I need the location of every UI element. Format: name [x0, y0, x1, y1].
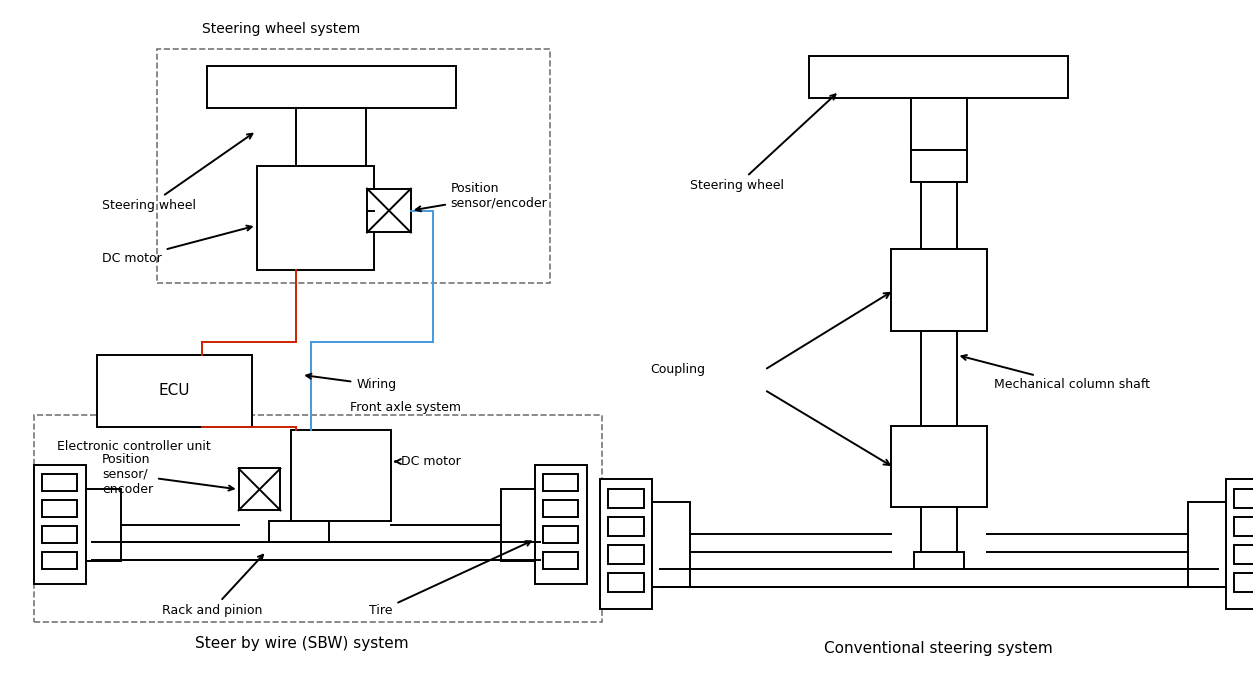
Bar — [256, 166, 374, 270]
Bar — [367, 189, 411, 233]
Bar — [1226, 480, 1256, 609]
Bar — [43, 500, 77, 517]
Text: Electronic controller unit: Electronic controller unit — [58, 440, 211, 453]
Text: Tire: Tire — [369, 541, 531, 617]
Bar — [914, 552, 963, 570]
Bar — [1188, 502, 1226, 587]
Bar — [608, 489, 644, 508]
Text: Rack and pinion: Rack and pinion — [162, 555, 263, 617]
Text: Position
sensor/
encoder: Position sensor/ encoder — [102, 453, 234, 496]
Text: Coupling: Coupling — [649, 363, 705, 376]
Text: Steering wheel system: Steering wheel system — [202, 22, 360, 36]
Bar — [207, 66, 456, 108]
Bar — [891, 249, 986, 331]
Bar — [608, 545, 644, 564]
Bar — [921, 507, 957, 552]
Text: Steering wheel: Steering wheel — [102, 133, 252, 212]
Text: Steer by wire (SBW) system: Steer by wire (SBW) system — [195, 636, 408, 652]
Text: Position
sensor/encoder: Position sensor/encoder — [416, 182, 548, 211]
Bar — [921, 182, 957, 249]
Bar — [544, 500, 578, 517]
Bar — [43, 552, 77, 569]
Bar — [921, 331, 957, 426]
Bar — [1233, 573, 1256, 592]
Bar — [34, 464, 87, 584]
Text: DC motor: DC motor — [102, 226, 251, 265]
Bar — [600, 480, 652, 609]
Text: Steering wheel: Steering wheel — [690, 94, 835, 192]
Text: Front axle system: Front axle system — [349, 401, 461, 414]
Bar — [34, 415, 602, 622]
Bar — [911, 98, 967, 150]
Bar — [608, 573, 644, 592]
Text: ECU: ECU — [158, 383, 190, 398]
Bar — [809, 56, 1068, 98]
Bar — [43, 526, 77, 544]
Bar — [544, 475, 578, 491]
Bar — [296, 108, 365, 166]
Bar — [239, 469, 280, 510]
Bar — [43, 475, 77, 491]
Bar — [544, 552, 578, 569]
Bar — [87, 489, 121, 561]
Bar — [659, 569, 1217, 587]
Text: Conventional steering system: Conventional steering system — [824, 641, 1053, 656]
Bar — [1233, 517, 1256, 536]
Text: Mechanical column shaft: Mechanical column shaft — [961, 355, 1149, 391]
Bar — [891, 426, 986, 507]
Bar — [544, 526, 578, 544]
Bar — [652, 502, 690, 587]
Bar — [911, 150, 967, 182]
Bar — [1233, 489, 1256, 508]
Bar — [608, 517, 644, 536]
Bar — [92, 542, 540, 560]
Text: Wiring: Wiring — [306, 374, 396, 391]
Bar — [291, 429, 391, 522]
Bar — [97, 355, 251, 427]
Bar — [535, 464, 587, 584]
Bar — [1233, 545, 1256, 564]
Bar — [270, 522, 329, 544]
Text: DC motor: DC motor — [396, 455, 461, 468]
Bar — [501, 489, 535, 561]
Bar — [157, 50, 550, 283]
